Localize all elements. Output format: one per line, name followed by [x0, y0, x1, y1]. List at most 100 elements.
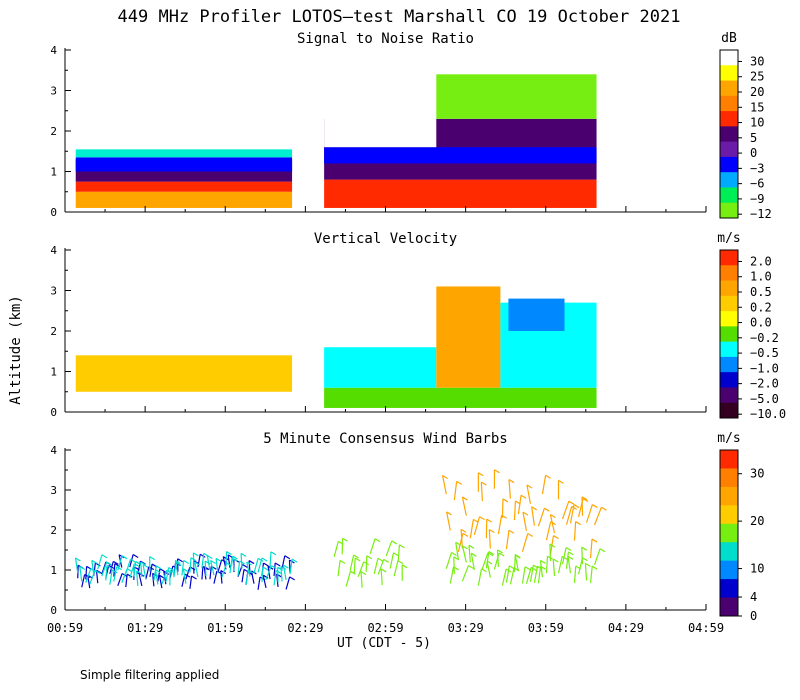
x-tick-label: 03:59 — [528, 621, 564, 635]
wind-barb — [154, 569, 159, 585]
colorbar-label: 2.0 — [750, 254, 772, 268]
colorbar-label: 4 — [750, 590, 757, 604]
y-tick-label: 2 — [50, 325, 57, 338]
wind-barb — [265, 565, 272, 580]
wind-barb-flag — [135, 561, 141, 566]
wind-barb — [545, 521, 552, 541]
wind-barb — [231, 556, 235, 572]
wind-barb-flag — [479, 516, 485, 521]
figure-title: 449 MHz Profiler LOTOS—test Marshall CO … — [118, 7, 681, 27]
wind-barb-flag — [527, 532, 534, 538]
wind-barb — [393, 560, 399, 577]
wind-barb — [488, 529, 491, 549]
wind-barb-flag — [232, 555, 238, 560]
wind-barb-flag — [111, 569, 118, 574]
wind-barb — [480, 482, 483, 502]
wind-barb-flag — [442, 475, 448, 480]
wind-barb — [257, 557, 263, 573]
wind-barb-flag — [568, 551, 574, 556]
wind-barb-flag — [142, 563, 149, 569]
wind-barb — [380, 568, 383, 585]
colorbar-unit: dB — [721, 31, 737, 46]
data-cell — [75, 149, 293, 158]
wind-barb — [517, 495, 522, 515]
wind-barb-flag — [366, 555, 373, 560]
wind-barb — [521, 566, 526, 584]
colorbar-label: −3 — [750, 161, 764, 175]
colorbar-frame — [719, 49, 739, 219]
colorbar-label: −9 — [750, 192, 764, 206]
wind-barb-flag — [468, 544, 475, 549]
wind-barb — [521, 533, 529, 552]
y-tick-label: 0 — [50, 206, 57, 219]
wind-barb — [101, 561, 108, 577]
colorbar: m/s 2.0 1.00.50.2 0.0−0.2−0.5−1.0 −2.0−5.0−1… — [717, 231, 786, 421]
wind-barb — [513, 555, 516, 573]
wind-barb-flag — [568, 500, 575, 505]
wind-barb-flag — [377, 557, 384, 562]
wind-barb-flag — [291, 558, 298, 563]
wind-barb-flag — [514, 554, 521, 559]
colorbar-label: 30 — [750, 467, 764, 481]
colorbar-frame — [719, 249, 739, 419]
wind-barb — [117, 555, 123, 571]
wind-barb-flag — [284, 555, 291, 560]
y-tick-label: 4 — [50, 44, 57, 57]
wind-barb-flag — [140, 561, 147, 566]
wind-barb-flag — [558, 479, 564, 484]
wind-barb — [209, 566, 212, 580]
wind-barb-flag — [106, 561, 113, 566]
wind-barb — [201, 553, 205, 569]
plot-area — [75, 50, 597, 208]
wind-barb — [117, 573, 123, 586]
wind-barb — [573, 566, 577, 584]
wind-barb-flag — [599, 548, 606, 553]
colorbar-segment — [720, 250, 738, 266]
wind-barb — [353, 557, 356, 574]
y-axis-label: Altitude (km) — [8, 295, 24, 405]
wind-barb — [549, 544, 552, 562]
wind-barb — [142, 564, 147, 580]
colorbar-label: −0.2 — [750, 331, 779, 345]
wind-barb — [589, 566, 593, 584]
wind-barb — [446, 511, 451, 531]
x-tick-label: 01:29 — [127, 621, 163, 635]
wind-barb — [505, 530, 510, 550]
wind-barb-flag — [96, 569, 102, 574]
wind-barb — [206, 555, 211, 571]
data-cell — [324, 179, 597, 208]
wind-barb-flag — [354, 557, 361, 562]
wind-barb-flag — [488, 551, 495, 556]
x-tick-label: 00:59 — [47, 621, 83, 635]
wind-barb — [593, 507, 602, 526]
panel-3: 5 Minute Consensus Wind Barbs 0 1 2 3 4 00:59 0… — [47, 431, 765, 635]
data-cell — [75, 50, 293, 150]
plot-area — [75, 286, 597, 408]
wind-barb — [276, 574, 279, 588]
data-cell — [436, 286, 501, 388]
wind-barb — [149, 563, 153, 577]
colorbar-label: 0.2 — [750, 300, 772, 314]
wind-barb — [373, 558, 379, 574]
wind-barb — [213, 570, 218, 584]
wind-barb-flag — [502, 498, 509, 503]
wind-barb — [85, 568, 92, 583]
wind-barb — [461, 496, 467, 516]
wind-barb — [194, 562, 199, 577]
wind-barb — [389, 552, 395, 569]
wind-barb-flag — [462, 532, 469, 537]
wind-barb — [526, 484, 532, 504]
colorbar-label: 10 — [750, 116, 764, 130]
wind-barb — [81, 574, 86, 588]
wind-barb — [505, 565, 510, 583]
wind-barb-flag — [393, 552, 399, 557]
wind-barb — [565, 506, 573, 525]
colorbar-frame — [719, 449, 739, 617]
wind-barb — [203, 566, 207, 580]
wind-barb-flag — [462, 545, 468, 550]
wind-barb — [357, 561, 365, 577]
colorbar-label: 0 — [750, 146, 757, 160]
data-cell — [508, 298, 565, 331]
wind-barb — [477, 568, 483, 586]
wind-barb-flag — [494, 469, 500, 474]
